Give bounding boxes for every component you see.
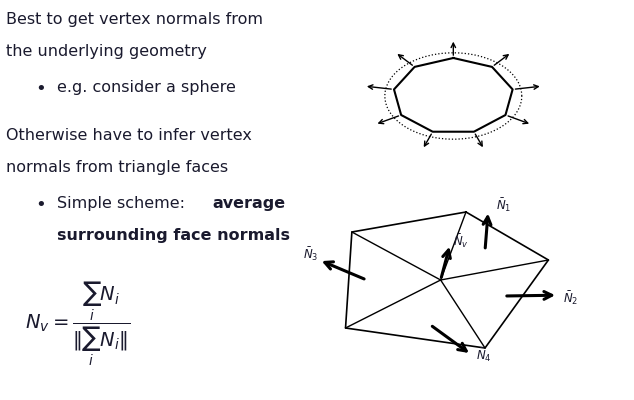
Text: $\bar{N}_3$: $\bar{N}_3$ — [303, 245, 319, 263]
Text: $\bar{N}_4$: $\bar{N}_4$ — [476, 346, 492, 364]
Text: normals from triangle faces: normals from triangle faces — [6, 160, 228, 175]
Text: $N_v = \dfrac{\sum_i N_i}{\|\sum_i N_i\|}$: $N_v = \dfrac{\sum_i N_i}{\|\sum_i N_i\|… — [25, 280, 131, 368]
Text: e.g. consider a sphere: e.g. consider a sphere — [57, 80, 236, 95]
Text: $\bar{N}_2$: $\bar{N}_2$ — [563, 289, 578, 306]
Text: average: average — [212, 196, 285, 211]
Text: Simple scheme:: Simple scheme: — [57, 196, 190, 211]
Text: the underlying geometry: the underlying geometry — [6, 44, 207, 59]
Text: $\bar{N}_v$: $\bar{N}_v$ — [453, 232, 469, 250]
Text: •: • — [35, 80, 46, 98]
Text: Otherwise have to infer vertex: Otherwise have to infer vertex — [6, 128, 252, 143]
Text: $\bar{N}_1$: $\bar{N}_1$ — [496, 196, 511, 214]
Text: •: • — [35, 196, 46, 214]
Text: surrounding face normals: surrounding face normals — [57, 228, 290, 243]
Text: Best to get vertex normals from: Best to get vertex normals from — [6, 12, 263, 27]
